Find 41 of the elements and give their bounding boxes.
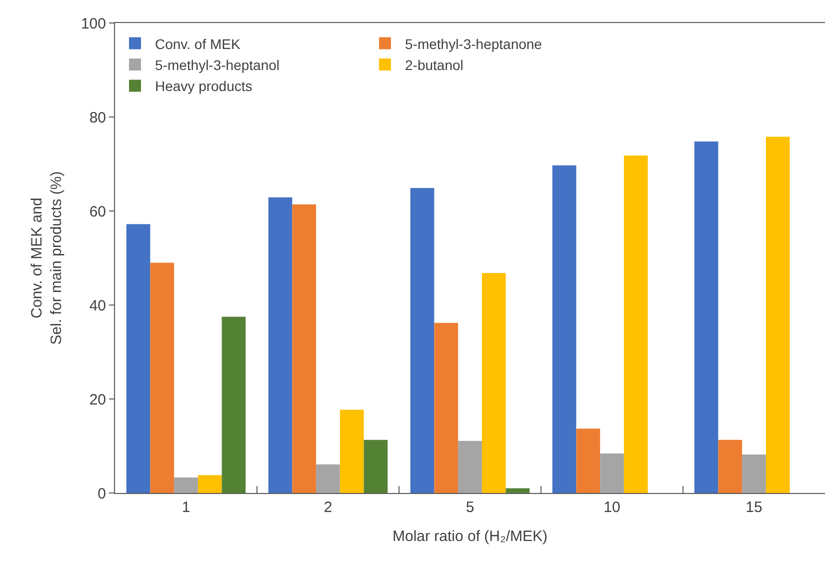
bar	[126, 224, 150, 493]
x-tick-label: 10	[604, 499, 620, 516]
bar	[624, 156, 648, 493]
bar	[364, 440, 388, 493]
y-tick-label: 0	[98, 485, 106, 502]
y-tick-label: 80	[89, 109, 106, 126]
bar	[552, 165, 576, 493]
legend-label: Heavy products	[155, 78, 252, 94]
bar	[694, 141, 718, 493]
bar	[766, 136, 790, 493]
x-tick-label: 5	[466, 499, 474, 516]
bar	[458, 440, 482, 493]
x-tick-label: 15	[746, 499, 762, 516]
legend-label: 5-methyl-3-heptanone	[405, 36, 542, 52]
legend-label: 2-butanol	[405, 56, 464, 73]
x-tick-label: 1	[182, 499, 190, 516]
y-tick-label: 20	[89, 391, 106, 408]
bar	[434, 322, 458, 493]
bar	[316, 464, 340, 493]
bar	[198, 475, 222, 493]
bar	[410, 188, 434, 493]
legend-label: 5-methyl-3-heptanol	[155, 56, 280, 73]
bar	[150, 262, 174, 493]
legend-label: Conv. of MEK	[155, 36, 241, 52]
bar	[506, 488, 530, 493]
bar	[482, 273, 506, 493]
y-tick-label: 40	[89, 297, 106, 314]
x-axis-title: Molar ratio of (H₂/MEK)	[392, 528, 548, 545]
bar	[174, 477, 198, 493]
bar	[600, 454, 624, 493]
bar	[340, 410, 364, 493]
bar	[292, 204, 316, 493]
bar	[222, 316, 246, 493]
bar	[742, 454, 766, 493]
y-tick-label: 100	[80, 15, 106, 32]
bar	[268, 197, 292, 493]
y-tick-label: 60	[89, 203, 106, 220]
y-axis-title: Conv. of MEK and Sel. for main products (%)	[28, 171, 66, 345]
bar	[718, 440, 742, 493]
x-tick-label: 2	[324, 499, 332, 516]
bar	[576, 428, 600, 493]
